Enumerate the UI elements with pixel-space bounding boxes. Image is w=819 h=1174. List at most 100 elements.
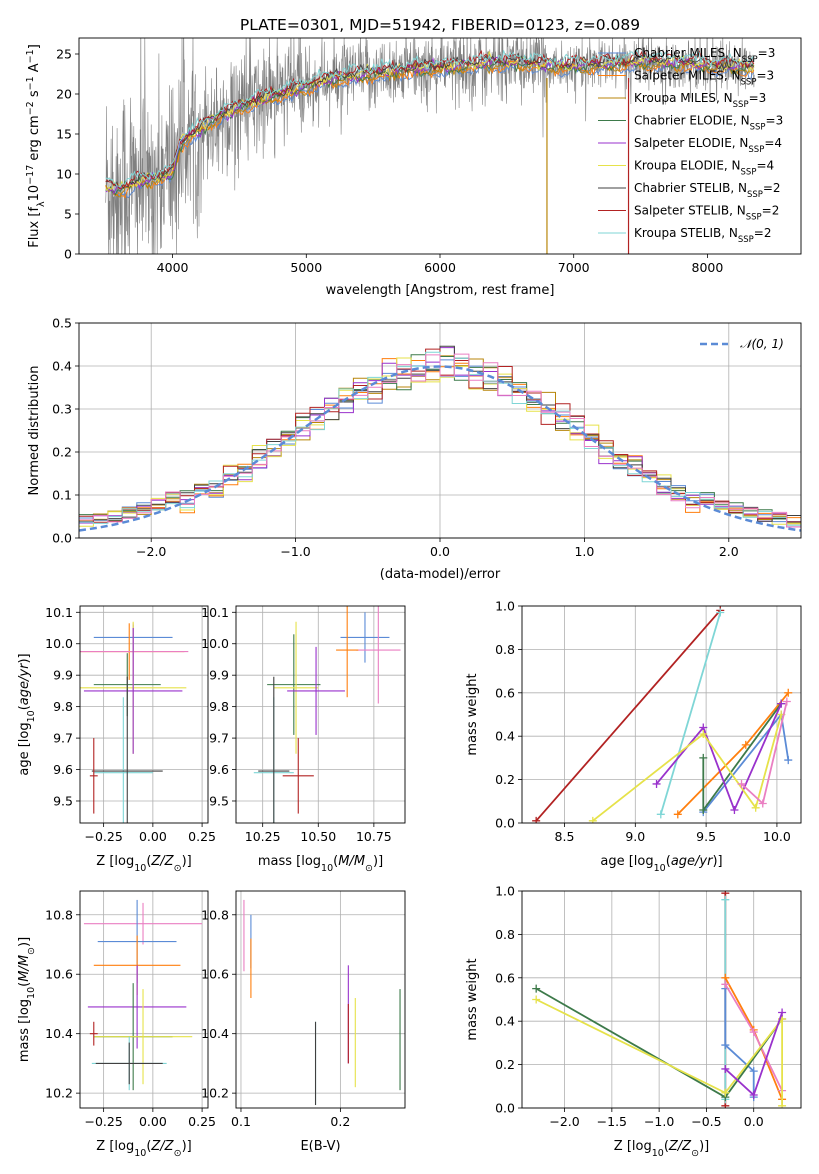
- label-part: (: [17, 982, 32, 987]
- errorbar-point: [336, 606, 359, 698]
- y-tick-label: 10: [56, 167, 72, 182]
- label-part: −1: [25, 76, 36, 90]
- axes-frame: [235, 605, 406, 824]
- x-tick-label: 0.0: [744, 1114, 764, 1129]
- label-part: (: [146, 854, 151, 869]
- y-tick-label: 10.2: [45, 1086, 73, 1101]
- legend-sub: SSP: [746, 213, 762, 223]
- label-part: age/yr: [671, 854, 714, 869]
- errorbar-point: [89, 738, 98, 814]
- weight-marker: [784, 756, 793, 765]
- weight-series: [699, 699, 786, 814]
- label-part: mass [log: [258, 854, 321, 869]
- x-axis-label: (data-model)/error: [380, 567, 501, 582]
- grid-lines: [80, 891, 208, 1108]
- legend-value: =3: [749, 91, 767, 105]
- label-part: 10: [26, 987, 37, 999]
- legend-name: Salpeter ELODIE, N: [634, 136, 748, 150]
- legend-sub: SSP: [742, 55, 758, 65]
- label-part: 10: [654, 863, 666, 874]
- y-tick-label: 0.6: [495, 970, 515, 985]
- x-tick-label: 9.0: [625, 829, 645, 844]
- legend-value: =4: [756, 159, 774, 173]
- x-tick-label: −0.25: [84, 829, 122, 844]
- y-axis-label: mass weight: [465, 673, 480, 755]
- y-tick-label: 0.8: [495, 642, 515, 657]
- weight-marker: [699, 730, 708, 739]
- x-tick-label: 10.50: [300, 829, 336, 844]
- weight-series: [737, 697, 791, 808]
- weight-marker: [721, 980, 730, 989]
- weight-vs-metallicity-panel: −2.0 −1.5 −1.0 −0.5 0.0 0.0 0.2 0.4 0.6 0.8 1.0 Z […: [465, 884, 802, 1159]
- age-vs-mass-panel: 10.25 10.50 10.75 9.5 9.6 9.7 9.8 9.9 10.0 10.1 ma…: [201, 605, 406, 874]
- weight-marker: [778, 1101, 787, 1108]
- y-tick-label: 10.0: [45, 636, 73, 651]
- y-tick-label: 9.9: [209, 668, 229, 683]
- y-tick-label: 10.6: [45, 967, 73, 982]
- label-part: Flux [f: [27, 207, 42, 248]
- plot-area: [80, 621, 189, 823]
- legend-name: Salpeter STELIB, N: [634, 204, 746, 218]
- y-tick-label: 9.8: [53, 699, 73, 714]
- errorbar-point: [95, 1042, 163, 1085]
- label-part: Z/Z: [150, 1139, 174, 1154]
- weight-marker: [749, 1090, 758, 1099]
- x-tick-label: 0.00: [139, 1114, 167, 1129]
- grid-lines: [80, 606, 208, 823]
- weight-series: [721, 1008, 787, 1099]
- y-tick-label: 0.4: [495, 729, 515, 744]
- y-tick-label: 9.9: [53, 668, 73, 683]
- x-tick-label: 5000: [290, 260, 322, 275]
- y-tick-label: 9.5: [209, 793, 229, 808]
- label-part: )]: [373, 854, 383, 869]
- weight-marker: [784, 688, 793, 697]
- plot-area: [243, 899, 401, 1106]
- legend-value: =3: [756, 69, 774, 83]
- y-axis-label: mass [log10(M/M⊙)]: [17, 937, 37, 1062]
- label-part: )]: [182, 854, 192, 869]
- legend-value: =4: [764, 136, 782, 150]
- label-part: s: [27, 90, 42, 101]
- y-tick-label: 1.0: [495, 884, 515, 899]
- weight-line: [659, 612, 722, 815]
- weight-vs-age-panel: 8.5 9.0 9.5 10.0 0.0 0.2 0.4 0.6 0.8 1.0 age [log1…: [465, 599, 802, 874]
- residual-histogram-panel: −2.0 −1.0 0.0 1.0 2.0 0.0 0.1 0.2 0.3 0.4 0.5 (data…: [27, 316, 802, 582]
- label-part: 10: [652, 1148, 664, 1159]
- model-spectrum-kroupa-elodie: [105, 51, 755, 192]
- x-axis-label: age [log10(age/yr)]: [600, 854, 722, 874]
- label-part: )]: [17, 937, 32, 947]
- legend-value: =2: [754, 226, 772, 240]
- label-part: age [log: [17, 722, 32, 775]
- x-axis-label: Z [log10(Z/Z⊙)]: [614, 1139, 709, 1159]
- weight-marker: [532, 995, 541, 1004]
- y-tick-label: 9.6: [53, 762, 73, 777]
- model-spectrum-salpeter-miles: [105, 60, 755, 199]
- x-tick-label: 0.25: [188, 829, 216, 844]
- y-tick-label: 10.0: [201, 636, 229, 651]
- label-part: )]: [712, 854, 722, 869]
- x-tick-label: 0.25: [188, 1114, 216, 1129]
- legend-entry: 𝒩(0, 1): [740, 337, 784, 351]
- label-part: )]: [182, 1139, 192, 1154]
- x-tick-label: 7000: [558, 260, 590, 275]
- errorbar-point: [91, 676, 163, 823]
- label-part: ⊙: [174, 1148, 182, 1159]
- gaussian-reference-curve: [79, 365, 801, 532]
- label-part: ⊙: [26, 947, 37, 955]
- errorbar-point: [93, 989, 193, 1085]
- label-part: A: [27, 63, 42, 76]
- label-part: ⊙: [691, 1148, 699, 1159]
- plot-area: [105, 38, 755, 254]
- label-part: Z [log: [96, 1139, 134, 1154]
- x-tick-label: −2.0: [549, 1114, 579, 1129]
- weight-series: [588, 710, 786, 823]
- age-vs-metallicity-panel: −0.25 0.00 0.25 9.5 9.6 9.7 9.8 9.9 10.0 10.1 Z [l…: [17, 605, 216, 874]
- x-tick-label: 0.2: [330, 1114, 350, 1129]
- weight-marker: [721, 1041, 730, 1050]
- weight-marker: [699, 805, 708, 814]
- label-part: mass [log: [17, 999, 32, 1062]
- label-part: M/M: [17, 955, 32, 982]
- weight-marker: [532, 816, 541, 823]
- model-spectrum-kroupa-stelib: [105, 49, 755, 188]
